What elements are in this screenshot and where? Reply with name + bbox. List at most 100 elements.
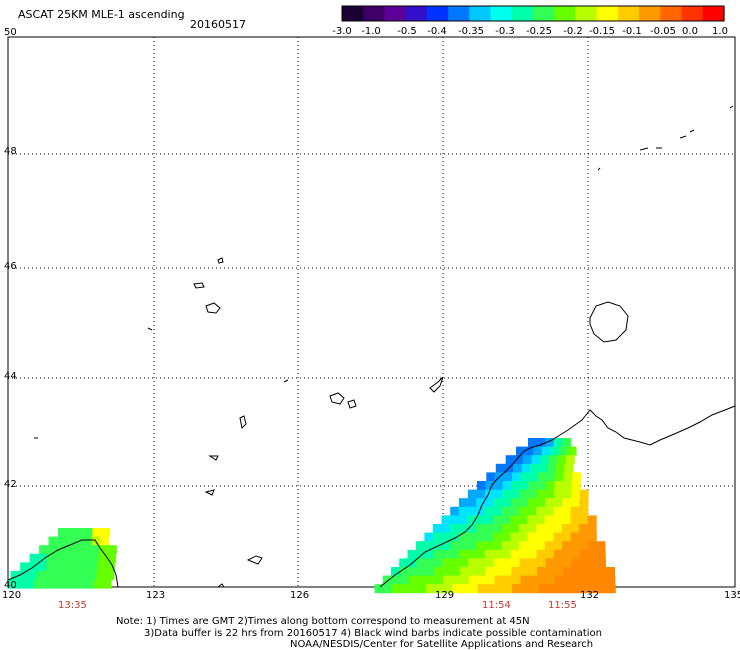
lake-small-15 [639,147,649,151]
lon-label-132: 132 [580,590,600,601]
swath-cell [475,524,485,533]
swath-cell [553,532,563,542]
swath-cell [527,549,537,559]
swath-cell [546,584,556,594]
swath-cell [521,463,531,473]
swath-cell [527,498,537,508]
swath-cell [544,515,554,525]
swath-cell [459,558,469,568]
swath-cell [511,567,521,576]
swath-cell [94,579,103,589]
lake-small-20 [729,105,734,109]
swath-cell [545,489,555,499]
swath-cell [45,571,54,580]
lon-label-123: 123 [146,590,166,601]
swath-cell [550,446,560,456]
swath-cell [486,575,495,585]
swath-cell [493,506,503,516]
swath-cell [570,532,580,542]
swath-cell [29,553,39,563]
swath-cell [512,584,522,594]
swath-cell [27,571,37,580]
swath-cell [99,545,109,555]
lake-small-8 [239,415,247,430]
swath-cell [89,553,99,563]
lat-label-44: 44 [4,371,17,382]
swath-cell [391,567,400,576]
swath-cell [553,498,563,508]
swath-cell [503,472,513,482]
swath-cell [538,463,548,473]
swath-cell [520,481,529,490]
swath-cell [587,532,597,542]
swath-cell [39,545,49,555]
swath-cell [476,558,486,568]
swath-cell [374,584,384,594]
swath-cell [450,515,460,525]
colorbar-swatch [490,6,513,21]
swath-cell [553,515,563,525]
swath-cell [587,515,597,525]
swath-cell [424,549,434,559]
lake-small-14 [217,583,225,588]
swath-cell [559,446,568,456]
swath-cell [408,567,418,576]
swath-cell [563,472,573,482]
swath-cell [25,579,35,589]
swath-cell [570,515,580,525]
swath-cell [522,455,532,465]
swath-cell [80,562,90,572]
swath-cell [553,506,563,516]
swath-cell [484,524,494,533]
swath-cell [71,562,81,572]
swath-cell [85,579,95,589]
colorbar-swatch [363,6,386,21]
swath-cell [58,528,67,537]
swath-cell [484,549,494,559]
swath-cell [494,575,504,585]
colorbar-label: -0.4 [427,26,447,37]
colorbar-label: -0.3 [495,26,515,37]
swath-cell [476,532,485,542]
lon-label-129: 129 [435,590,455,601]
swath-cell [519,532,528,542]
swath-cell [519,558,529,568]
swath-cell [570,549,580,559]
swath-cell [510,524,520,533]
swath-cell [514,455,524,465]
swath-cell [527,541,537,551]
lon-label-120: 120 [2,590,22,601]
swath-cell [493,489,503,499]
swath-cell [579,506,589,516]
swath-cell [88,562,98,572]
colorbar-swatch [702,6,725,21]
swath-cell [536,438,546,447]
swath-cell [105,571,115,580]
colorbar-swatch [405,6,428,21]
swath-cell [606,575,616,585]
swath-cell [64,545,74,555]
swath-cell [53,571,63,580]
swath-cell [468,567,478,576]
colorbar-swatch [596,6,619,21]
swath-cell [502,481,512,490]
lake-small-7 [429,376,444,393]
colorbar-border [341,5,725,22]
swath-cell [106,562,116,572]
swath-cell [502,558,512,568]
swath-cell [528,438,537,447]
swath-cell [493,524,503,533]
swath-cell [536,489,546,499]
swath-cell [572,584,582,594]
lake-small-3 [205,302,221,314]
swath-cell [97,562,107,572]
swath-cell [571,481,581,490]
swath-cell [45,562,55,572]
swath-cell [90,545,100,555]
swath-cell [501,541,511,551]
swath-cell [502,498,511,508]
swath-cell [579,549,589,559]
swath-cell [468,558,477,568]
swath-cell [555,472,565,482]
